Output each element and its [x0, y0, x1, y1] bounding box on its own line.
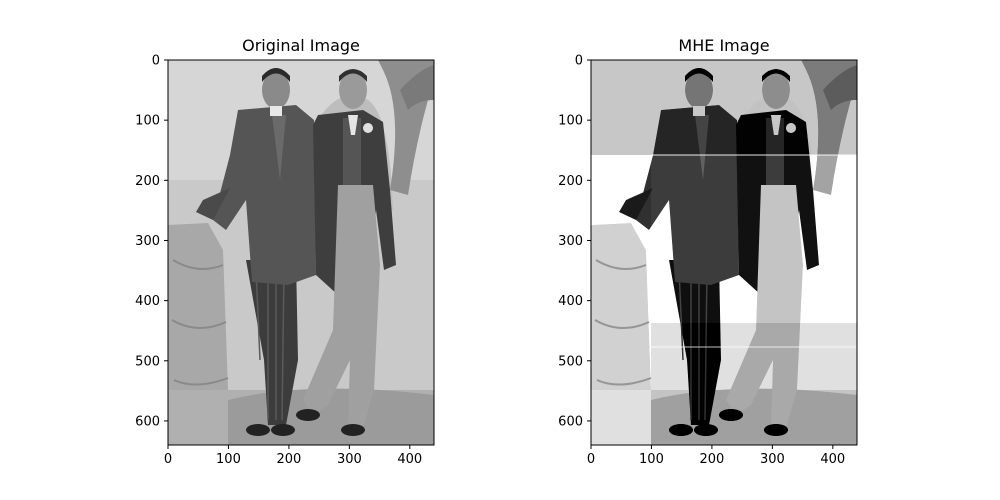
y-tick-label: 200	[135, 174, 160, 189]
x-tick-label: 200	[276, 452, 301, 467]
y-tick-label: 300	[135, 234, 160, 249]
x-tick-label: 400	[397, 452, 422, 467]
axes-frame-original	[167, 59, 435, 446]
y-tick-label: 0	[575, 54, 583, 69]
y-tick-label: 600	[135, 414, 160, 429]
y-tick-label: 100	[135, 114, 160, 129]
y-tick-label: 600	[558, 414, 583, 429]
panel-title-mhe: MHE Image	[678, 36, 769, 55]
x-tick-label: 100	[639, 452, 664, 467]
y-tick-label: 0	[152, 54, 160, 69]
x-axis-mhe: 0 100 200 300 400	[587, 445, 845, 467]
x-tick-label: 300	[760, 452, 785, 467]
y-axis-original: 0 100 200 300 400 500 600	[135, 54, 168, 429]
x-tick-label: 200	[699, 452, 724, 467]
x-axis-original: 0 100 200 300 400	[164, 445, 422, 467]
panel-title-original: Original Image	[242, 36, 360, 55]
y-tick-label: 500	[558, 354, 583, 369]
x-tick-label: 0	[164, 452, 172, 467]
panel-mhe: MHE Image 0 100 200 300 400 0 100 200 300 400 500…	[558, 36, 858, 467]
panel-original: Original Image 0 100 200 300 400 0 100 200 300 4…	[135, 36, 435, 467]
y-axis-mhe: 0 100 200 300 400 500 600	[558, 54, 591, 429]
x-tick-label: 100	[216, 452, 241, 467]
y-tick-label: 100	[558, 114, 583, 129]
image-mhe	[591, 60, 857, 445]
x-tick-label: 300	[337, 452, 362, 467]
x-tick-label: 0	[587, 452, 595, 467]
y-tick-label: 300	[558, 234, 583, 249]
y-tick-label: 400	[135, 294, 160, 309]
image-original	[168, 60, 434, 445]
axes-frame-mhe	[590, 59, 858, 446]
y-tick-label: 200	[558, 174, 583, 189]
x-tick-label: 400	[820, 452, 845, 467]
y-tick-label: 400	[558, 294, 583, 309]
y-tick-label: 500	[135, 354, 160, 369]
